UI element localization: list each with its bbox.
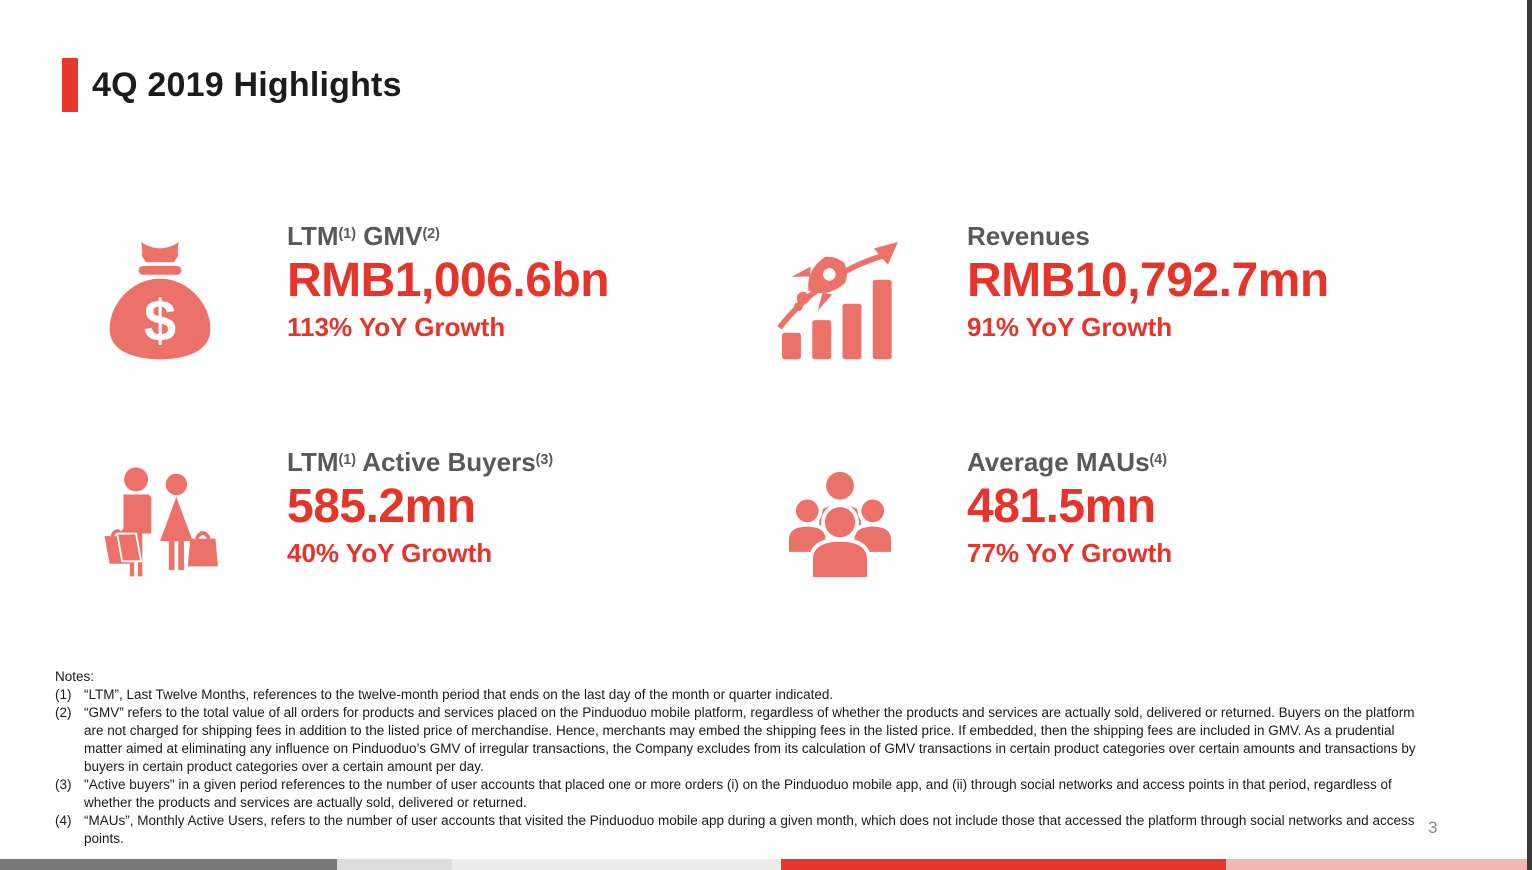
window-right-edge xyxy=(1527,0,1532,870)
footer-bar-segment-dark-gray xyxy=(0,859,337,870)
rocket-growth-chart-icon xyxy=(775,230,905,370)
note-text: “MAUs”, Monthly Active Users, refers to … xyxy=(84,813,1415,846)
title-accent-bar xyxy=(62,58,78,112)
note-number: (2) xyxy=(55,705,72,720)
note-item: (2) “GMV” refers to the total value of al… xyxy=(55,704,1427,776)
footer-bar-segment-light-gray xyxy=(452,859,781,870)
notes-heading: Notes: xyxy=(55,669,95,684)
metric-label: LTM(1) GMV(2) xyxy=(287,221,440,251)
note-text: “LTM”, Last Twelve Months, references to… xyxy=(84,687,834,702)
footer-bar-segment-pink xyxy=(1226,859,1532,870)
metric-card-maus: Average MAUs(4) 481.5mn 77% YoY Growth xyxy=(775,446,1172,596)
note-text: “GMV” refers to the total value of all o… xyxy=(84,705,1416,774)
note-number: (3) xyxy=(55,777,72,792)
metric-value: RMB1,006.6bn xyxy=(287,253,610,307)
metric-label: Revenues xyxy=(967,221,1090,251)
note-item: (4) “MAUs”, Monthly Active Users, refers … xyxy=(55,812,1427,848)
metric-value: 481.5mn xyxy=(967,479,1156,533)
metric-card-revenues: Revenues RMB10,792.7mn 91% YoY Growth xyxy=(775,220,1329,370)
metric-value: RMB10,792.7mn xyxy=(967,253,1329,307)
note-item: (3) "Active buyers" in a given period ref… xyxy=(55,776,1427,812)
crowd-icon xyxy=(775,456,905,596)
footer-bar-segment-red xyxy=(781,859,1226,870)
metric-card-active-buyers: LTM(1) Active Buyers(3) 585.2mn 40% YoY … xyxy=(95,446,553,596)
page-title: 4Q 2019 Highlights xyxy=(92,65,402,104)
metric-value: 585.2mn xyxy=(287,479,476,533)
metric-label: LTM(1) Active Buyers(3) xyxy=(287,447,554,477)
metric-growth: 77% YoY Growth xyxy=(967,538,1173,569)
note-text: "Active buyers" in a given period refere… xyxy=(84,777,1392,810)
note-number: (1) xyxy=(55,687,72,702)
money-bag-icon: $ xyxy=(95,230,225,370)
page-number: 3 xyxy=(1428,818,1438,837)
footer-bar-segment-gray xyxy=(337,859,452,870)
note-item: (1) “LTM”, Last Twelve Months, references… xyxy=(55,686,1427,704)
svg-text:$: $ xyxy=(144,289,176,353)
metric-label: Average MAUs(4) xyxy=(967,447,1168,477)
shoppers-icon xyxy=(95,456,225,596)
note-number: (4) xyxy=(55,813,72,828)
notes-list: (1) “LTM”, Last Twelve Months, references… xyxy=(55,686,1427,848)
metric-card-gmv: $ LTM(1) GMV(2) RMB1,006.6bn 113% YoY Gr… xyxy=(95,220,610,370)
metric-growth: 40% YoY Growth xyxy=(287,538,493,569)
metric-growth: 113% YoY Growth xyxy=(287,312,506,343)
footnotes: Notes: (1) “LTM”, Last Twelve Months, ref… xyxy=(55,668,1427,848)
title-block: 4Q 2019 Highlights xyxy=(62,58,402,112)
footer-bar xyxy=(0,859,1532,870)
metric-growth: 91% YoY Growth xyxy=(967,312,1173,343)
